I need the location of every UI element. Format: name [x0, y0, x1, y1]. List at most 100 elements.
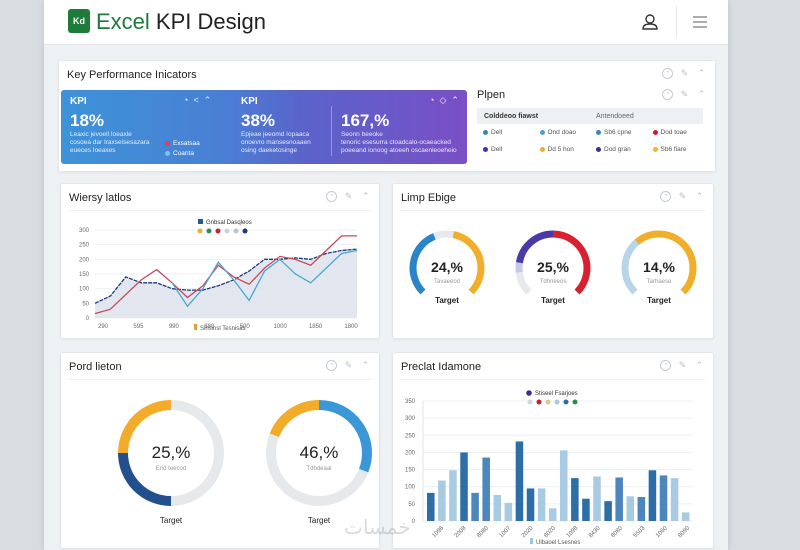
gauge-chart-group: 24,% Tavaeeod Target 25,% Tdhneeos Target 14,%… — [409, 230, 697, 305]
bar — [438, 480, 446, 521]
kpi-description: Epjeae jeeomd Iopaaca onoevro mansesnoaa… — [241, 131, 311, 155]
kpi-legend: Exsatsaa Coanta — [165, 139, 200, 159]
plan-card-actions: ◔ ✎ ⌃ — [662, 89, 707, 100]
donut-sublabel: Tdhdeaal — [306, 466, 331, 472]
gauge-icon[interactable]: ◔ — [429, 95, 435, 105]
kpi-band: KPI ◔ < ⌃ 18% Leaxic jevoell Ioeaxle cosoe… — [61, 90, 467, 164]
donut-value: 46,% — [300, 443, 339, 462]
pin-icon[interactable]: ◇ — [439, 95, 447, 105]
plan-table-cell: Dod gran — [590, 146, 647, 153]
gauge-arc-segment — [409, 233, 436, 295]
status-dot — [596, 129, 601, 135]
gauge-icon[interactable]: ◔ — [662, 89, 673, 100]
plan-table-cell: Dod toae — [647, 129, 704, 136]
kpi-block-3: ◔ ◇ ⌃ 167,% Seonn beeoke tenoric esesurra … — [331, 90, 467, 164]
donut-segment — [170, 400, 224, 506]
kpi-legend-item: Coanta — [165, 149, 200, 159]
x-tick-label: 1850 — [309, 324, 323, 330]
cell-label: Ond doao — [547, 129, 577, 136]
donut-segment — [318, 400, 372, 473]
line-card-actions: ◔ ✎ ⌃ — [326, 191, 371, 202]
expand-icon[interactable]: ⌃ — [203, 95, 212, 105]
gauge-value: 25,% — [537, 259, 569, 275]
pin-icon[interactable]: ✎ — [680, 68, 689, 78]
gauge-card-title: Limp Ebige — [401, 192, 457, 204]
x-tick-label: 1098 — [566, 525, 580, 539]
kpi-description: Leaxic jevoell Ioeaxle cosoea dar Iraxse… — [70, 131, 150, 155]
plan-table-cell: Dd 5 hon — [534, 146, 591, 153]
kpi-label: KPI — [241, 96, 258, 107]
bar — [626, 496, 635, 521]
share-icon[interactable]: < — [193, 95, 199, 105]
gauge-card: Limp Ebige ◔ ✎ ⌃ 24,% Tavaeeod Target 25,% T… — [392, 183, 714, 339]
user-icon — [642, 14, 658, 30]
dashboard-window: Kd Excel KPI Design Key Performance Inic… — [44, 0, 728, 550]
gauge-icon[interactable]: ◔ — [326, 191, 337, 202]
legend-dot — [563, 399, 569, 405]
kpi-desc-line: onoevro mansesnoaaen — [241, 139, 311, 146]
watermark: خمسات — [344, 517, 411, 539]
pin-icon[interactable]: ✎ — [678, 360, 687, 370]
donut-chart-group: 25,% Erid teecod Target 46,% Tdhdeaal Target — [118, 400, 372, 525]
gauge-icon[interactable]: ◔ — [326, 360, 337, 371]
kpi-desc-line: tenoric esesurra ctoadcalo-ocaeacked — [341, 139, 451, 146]
bar — [670, 478, 679, 521]
expand-icon[interactable]: ⌃ — [697, 89, 706, 99]
gauge-icon[interactable]: ◔ — [183, 95, 189, 105]
kpi-label: KPI — [70, 96, 87, 107]
cell-label: Dell — [491, 146, 503, 153]
pin-icon[interactable]: ✎ — [678, 191, 687, 201]
gauge-icon[interactable]: ◔ — [660, 360, 671, 371]
cell-label: Sb6 cpne — [604, 129, 632, 136]
bar — [449, 470, 457, 521]
plan-table-cell: Sb6 cpne — [590, 129, 647, 136]
app-title: Excel KPI Design — [96, 9, 266, 35]
legend-dot — [224, 228, 230, 234]
pin-icon[interactable]: ✎ — [344, 191, 353, 201]
kpi-block-actions: ◔ < ⌃ — [183, 95, 211, 106]
kpi-card-actions: ◔ ✎ ⌃ — [662, 68, 707, 79]
bar — [548, 508, 557, 521]
pin-icon[interactable]: ✎ — [680, 89, 689, 99]
gauge-arc-segment — [634, 230, 697, 295]
y-tick-label: 300 — [405, 416, 416, 422]
cell-label: Dod toae — [660, 129, 687, 136]
expand-icon[interactable]: ⌃ — [695, 360, 704, 370]
gauge-arc-segment — [452, 231, 485, 295]
kpi-legend-item: Exsatsaa — [165, 139, 200, 149]
legend-dot — [536, 399, 542, 405]
expand-icon[interactable]: ⌃ — [451, 95, 459, 105]
gauge-arc-segment — [621, 239, 640, 295]
kpi-block-1: KPI ◔ < ⌃ 18% Leaxic jevoell Ioeaxle cosoe… — [61, 90, 231, 164]
area-series-fill — [95, 249, 357, 318]
gauge-value: 24,% — [431, 259, 463, 275]
gauge-icon[interactable]: ◔ — [662, 68, 673, 79]
y-tick-label: 50 — [408, 502, 415, 508]
app-title-prefix: Excel — [96, 9, 150, 34]
expand-icon[interactable]: ⌃ — [697, 68, 706, 78]
legend-dot — [554, 399, 560, 405]
bottom-legend-label: Ulbaoel Lsesnes — [536, 540, 580, 546]
gauge-icon[interactable]: ◔ — [660, 191, 671, 202]
expand-icon[interactable]: ⌃ — [361, 191, 370, 201]
y-tick-label: 0 — [412, 519, 416, 525]
gauge-arc-segment — [552, 230, 591, 295]
expand-icon[interactable]: ⌃ — [695, 191, 704, 201]
expand-icon[interactable]: ⌃ — [361, 360, 370, 370]
donut-target-label: Target — [160, 516, 183, 525]
status-dot — [483, 129, 488, 135]
menu-button[interactable] — [688, 10, 712, 34]
line-chart-card: Wiersy latlos ◔ ✎ ⌃ 0 50 100 150 200 250 300 29… — [60, 183, 380, 339]
x-tick-label: 1800 — [344, 324, 358, 330]
user-account-button[interactable] — [638, 10, 662, 34]
x-tick-label: 8080 — [610, 525, 624, 539]
status-dot — [483, 146, 488, 152]
status-dot — [652, 129, 658, 135]
line-chart: 0 50 100 150 200 250 300 290 595 990 880 500 1000 185… — [79, 219, 358, 332]
pin-icon[interactable]: ✎ — [344, 360, 353, 370]
gauge-target-label: Target — [541, 296, 565, 305]
plan-card-title: Plpen — [477, 89, 506, 101]
x-tick-label: 500 — [240, 324, 251, 330]
y-tick-label: 200 — [79, 257, 90, 263]
bar — [427, 492, 435, 521]
